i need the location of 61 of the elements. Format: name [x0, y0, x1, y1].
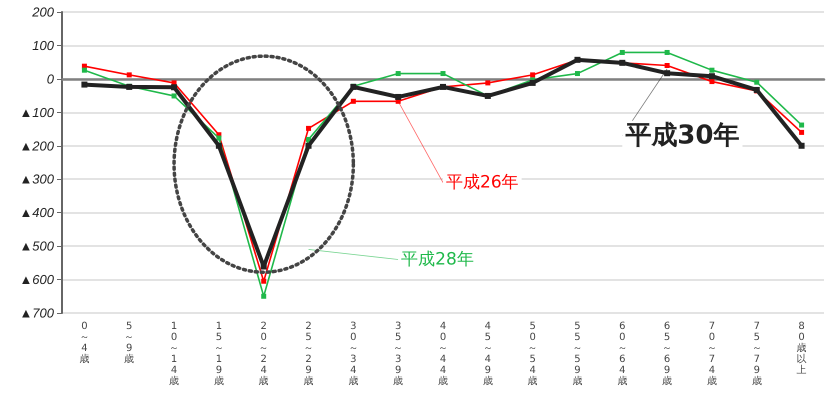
y-tick-label: ▲400: [19, 205, 55, 220]
point: [798, 142, 805, 149]
point: [172, 93, 177, 98]
point: [530, 80, 536, 86]
y-tick-label: 100: [32, 38, 55, 53]
point: [708, 73, 715, 80]
x-tick-label: 40～44歳: [438, 321, 448, 387]
x-tick-label: 25～29歳: [304, 321, 314, 387]
point: [664, 63, 670, 68]
point: [620, 50, 625, 55]
y-tick-label: ▲300: [19, 172, 55, 187]
point: [395, 94, 402, 100]
point: [530, 72, 536, 78]
point: [306, 142, 312, 149]
series-label: 平成30年: [624, 120, 740, 151]
point: [82, 68, 87, 73]
point: [574, 71, 580, 76]
x-tick-label: 70～74歳: [706, 321, 717, 387]
x-tick-label: 15～19歳: [214, 321, 224, 387]
point: [709, 79, 714, 84]
text: 平成28年: [401, 249, 474, 270]
point: [799, 122, 804, 128]
x-tick-label: 0～4歳: [79, 321, 90, 365]
y-tick-label: ▲700: [19, 306, 55, 320]
point: [664, 50, 670, 55]
point: [709, 68, 714, 73]
point: [440, 71, 446, 76]
x-tick-label: 75～79歳: [752, 321, 762, 387]
x-tick-label: 30～34歳: [348, 321, 358, 387]
x-tick-label: 35～39歳: [393, 321, 404, 387]
point: [216, 136, 222, 141]
x-tick-label: 55～59歳: [572, 321, 582, 387]
x-tick-label: 10～14歳: [169, 321, 180, 387]
y-tick-label: ▲200: [19, 138, 55, 154]
point: [81, 82, 88, 88]
x-tick-label: 80歳以上: [796, 321, 807, 376]
point: [171, 84, 178, 90]
x-tick-label: 50～54歳: [528, 321, 538, 387]
x-tick-label: 20～24歳: [258, 321, 269, 387]
point: [306, 126, 312, 131]
point: [799, 130, 804, 135]
y-tick-label: 0: [46, 71, 55, 86]
text: 平成26年: [446, 172, 519, 193]
y-tick-label: ▲500: [19, 238, 55, 254]
x-tick-label: 60～64歳: [617, 321, 628, 387]
point: [754, 80, 760, 85]
x-tick-label: 5～9歳: [124, 321, 134, 365]
y-tick-label: ▲100: [19, 104, 55, 120]
point: [485, 80, 490, 86]
point: [396, 71, 401, 76]
point: [126, 72, 132, 78]
point: [261, 278, 266, 284]
y-tick-label: 200: [31, 4, 55, 20]
point: [350, 98, 356, 104]
point: [261, 294, 266, 299]
point: [260, 264, 267, 270]
point: [216, 142, 222, 149]
point: [664, 70, 670, 76]
x-tick-label: 65～69歳: [662, 321, 672, 387]
x-tick-label: 45～49歳: [482, 321, 493, 387]
y-tick-label: ▲600: [19, 272, 55, 288]
